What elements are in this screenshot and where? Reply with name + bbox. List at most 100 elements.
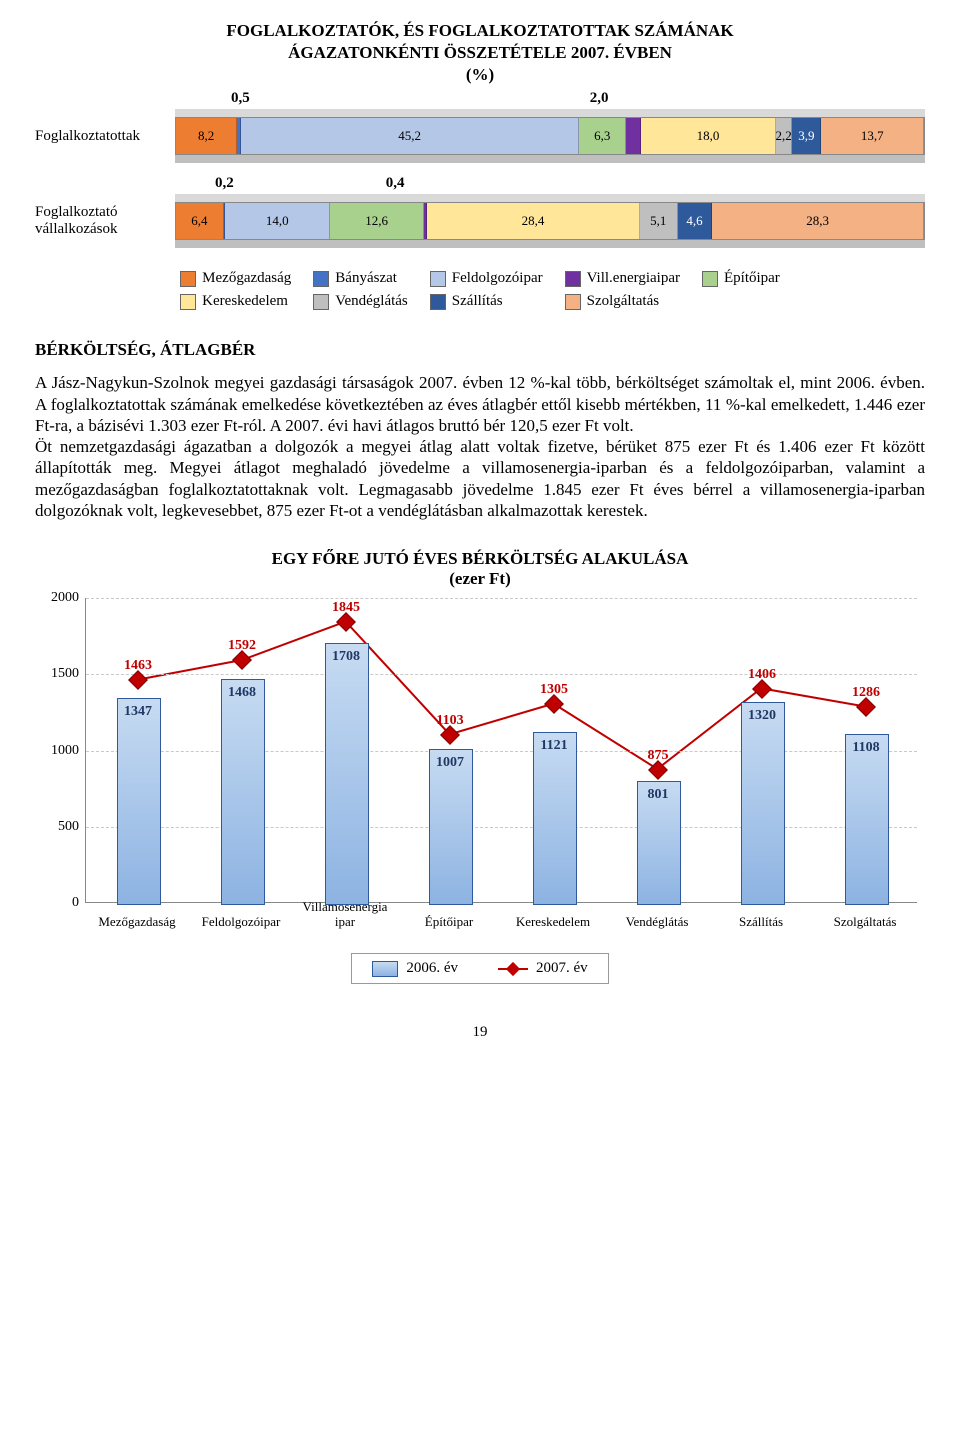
- legend-label: Szolgáltatás: [587, 293, 659, 310]
- segment-value: 8,2: [198, 128, 214, 144]
- segment-value: 2,2: [775, 128, 791, 144]
- marker-value-label: 1305: [540, 682, 568, 698]
- legend-swatch-line: [498, 968, 528, 970]
- segment-value: 28,3: [806, 213, 829, 229]
- gridline: [86, 827, 917, 828]
- bar: [741, 702, 785, 905]
- legend-item: Építőipar: [702, 270, 780, 287]
- chart1-legend: Mezőgazdaság Bányászat Feldolgozóipar Vill.…: [180, 270, 780, 310]
- marker-value-label: 1103: [436, 713, 463, 729]
- bar: [221, 679, 265, 905]
- legend-label: Feldolgozóipar: [452, 270, 543, 287]
- x-axis-label: Kereskedelem: [516, 915, 590, 929]
- y-axis-label: 1000: [35, 743, 79, 759]
- bar-value-label: 801: [648, 787, 669, 803]
- bar-segment: 2,2: [776, 118, 792, 154]
- bar-value-label: 1007: [436, 755, 464, 771]
- chart1-title-l3: (%): [466, 65, 494, 84]
- x-axis-label: Szállítás: [739, 915, 783, 929]
- marker-value-label: 1463: [124, 658, 152, 674]
- segment-value: 3,9: [798, 128, 814, 144]
- bar-value-label: 1320: [748, 708, 776, 724]
- x-axis-label: Feldolgozóipar: [202, 915, 281, 929]
- annot: 2,0: [590, 90, 609, 107]
- segment-value: 13,7: [861, 128, 884, 144]
- bar-segment: 28,4: [427, 203, 639, 239]
- legend-label: Bányászat: [335, 270, 397, 287]
- row-label: Foglalkoztatottak: [35, 128, 175, 145]
- legend-label: Építőipar: [724, 270, 780, 287]
- legend-item: Vendéglátás: [313, 293, 407, 310]
- bar-segment: [626, 118, 641, 154]
- legend-item: Mezőgazdaság: [180, 270, 291, 287]
- bar: [845, 734, 889, 905]
- plot-area: 1347146817081007112180113201108146315921…: [85, 598, 917, 903]
- bar-value-label: 1121: [540, 738, 567, 754]
- bar: [117, 698, 161, 905]
- marker-value-label: 1406: [748, 667, 776, 683]
- x-axis-label: Vendéglátás: [626, 915, 689, 929]
- legend-label: Vill.energiaipar: [587, 270, 680, 287]
- page-number: 19: [35, 1024, 925, 1041]
- x-axis-label: Mezőgazdaság: [98, 915, 175, 929]
- x-axis-label: Szolgáltatás: [834, 915, 897, 929]
- bar-value-label: 1468: [228, 685, 256, 701]
- legend-swatch: [430, 294, 446, 310]
- marker-value-label: 1845: [332, 600, 360, 616]
- legend-item: Szolgáltatás: [565, 293, 680, 310]
- bar-value-label: 1708: [332, 649, 360, 665]
- bar-segment: 3,9: [792, 118, 821, 154]
- bar-segment: 45,2: [241, 118, 579, 154]
- legend-swatch: [565, 294, 581, 310]
- chart2-subtitle: (ezer Ft): [449, 569, 511, 588]
- marker-value-label: 875: [648, 748, 669, 764]
- legend-item-2006: 2006. év: [372, 960, 458, 977]
- bar-segment: 18,0: [641, 118, 776, 154]
- chart1-title: FOGLALKOZTATÓK, ÉS FOGLALKOZTATOTTAK SZÁ…: [35, 20, 925, 86]
- bar-segment: 14,0: [225, 203, 330, 239]
- legend-swatch: [702, 271, 718, 287]
- body-paragraph: A Jász-Nagykun-Szolnok megyei gazdasági …: [35, 372, 925, 521]
- stacked-bar-chart: FOGLALKOZTATÓK, ÉS FOGLALKOZTATOTTAK SZÁ…: [35, 20, 925, 310]
- legend-item: Bányászat: [313, 270, 407, 287]
- segment-value: 5,1: [650, 213, 666, 229]
- y-axis-label: 0: [35, 895, 79, 911]
- marker-value-label: 1592: [228, 638, 256, 654]
- chart1-title-l1: FOGLALKOZTATÓK, ÉS FOGLALKOZTATOTTAK SZÁ…: [226, 21, 733, 40]
- bar-value-label: 1347: [124, 704, 152, 720]
- legend-swatch: [313, 271, 329, 287]
- segment-value: 6,3: [594, 128, 610, 144]
- x-axis-label: Villamosenergiaipar: [303, 900, 388, 929]
- bar-segment: 13,7: [821, 118, 923, 154]
- stacked-bar: 8,2 45,2 6,3 18,0 2,2 3,9 13,7: [175, 117, 925, 155]
- segment-value: 4,6: [686, 213, 702, 229]
- gridline: [86, 674, 917, 675]
- y-axis-label: 500: [35, 819, 79, 835]
- legend-swatch: [430, 271, 446, 287]
- bar-segment: 5,1: [640, 203, 678, 239]
- legend-label: Mezőgazdaság: [202, 270, 291, 287]
- segment-value: 28,4: [522, 213, 545, 229]
- segment-value: 12,6: [365, 213, 388, 229]
- gridline: [86, 598, 917, 599]
- chart2-legend: 2006. év 2007. év: [351, 953, 608, 984]
- segment-value: 6,4: [191, 213, 207, 229]
- legend-label: 2006. év: [406, 960, 458, 977]
- legend-label: 2007. év: [536, 960, 588, 977]
- segment-value: 45,2: [398, 128, 421, 144]
- y-axis-label: 2000: [35, 590, 79, 606]
- legend-item: Szállítás: [430, 293, 543, 310]
- legend-label: Szállítás: [452, 293, 503, 310]
- bar-segment: 8,2: [176, 118, 237, 154]
- legend-swatch: [565, 271, 581, 287]
- chart1-annot-mid: 0,20,4: [175, 175, 925, 192]
- marker-value-label: 1286: [852, 685, 880, 701]
- chart1-annot-top: 0,5 2,0: [175, 90, 925, 107]
- annot: 0,5: [231, 90, 250, 107]
- combo-chart: 1347146817081007112180113201108146315921…: [35, 593, 925, 943]
- legend-label: Vendéglátás: [335, 293, 407, 310]
- gridline: [86, 751, 917, 752]
- segment-value: 18,0: [697, 128, 720, 144]
- segment-value: 14,0: [266, 213, 289, 229]
- bar-segment: 28,3: [712, 203, 924, 239]
